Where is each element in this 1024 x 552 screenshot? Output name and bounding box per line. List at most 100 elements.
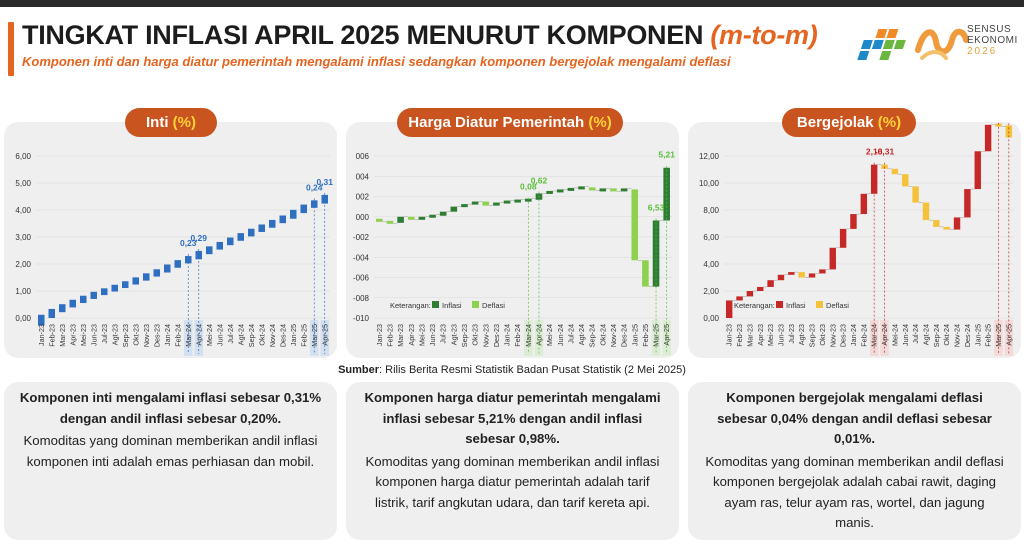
x-tick-label: Feb-25: [299, 324, 308, 347]
bar: [652, 220, 660, 287]
y-tick-label: -008: [353, 294, 370, 303]
highlight-column: [880, 320, 889, 356]
x-tick-label: Nov-24: [268, 324, 277, 347]
panel-title-bergejolak: Bergejolak (%): [782, 108, 916, 137]
x-tick-label: Jan-23: [725, 324, 734, 346]
bar: [777, 274, 785, 281]
bar: [237, 233, 245, 241]
value-label: 6,53: [648, 202, 665, 212]
bar: [757, 286, 764, 291]
y-tick-label: -010: [353, 314, 370, 323]
x-tick-label: Agt-23: [449, 324, 458, 345]
bar: [725, 300, 733, 318]
value-label: 0,08: [520, 182, 537, 192]
x-tick-label: Agt-24: [577, 324, 586, 345]
legend-swatch-deflasi: [472, 301, 479, 308]
bar: [933, 220, 940, 227]
highlight-column: [869, 320, 879, 356]
bar: [567, 187, 575, 191]
x-tick-label: Okt-24: [598, 324, 607, 346]
y-tick-label: 006: [356, 152, 370, 161]
description-inti-text: Komoditas yang dominan memberikan andil …: [23, 433, 318, 469]
x-tick-label: Jun-23: [776, 324, 785, 346]
bar: [69, 299, 77, 308]
x-tick-label: Apr-23: [68, 324, 77, 346]
bar: [620, 188, 628, 192]
x-tick-label: Des-23: [152, 324, 161, 347]
value-label: 0,62: [531, 175, 548, 185]
x-tick-label: Jan-24: [503, 324, 512, 346]
page-subtitle: Komponen inti dan harga diatur pemerinta…: [22, 54, 731, 69]
bar: [974, 151, 981, 190]
x-tick-label: Feb-24: [173, 324, 182, 347]
bar: [902, 174, 909, 187]
x-tick-label: Des-24: [620, 324, 629, 347]
panel-bergejolak: [688, 122, 1021, 358]
bar: [100, 288, 108, 296]
x-tick-label: Jan-23: [37, 324, 46, 346]
bar: [588, 187, 596, 191]
source-note: Sumber: Rilis Berita Resmi Statistik Bad…: [338, 364, 686, 376]
bar: [461, 204, 468, 208]
x-tick-label: Jul-24: [911, 324, 920, 344]
highlight-column: [994, 320, 1003, 356]
x-tick-label: Okt-23: [131, 324, 140, 346]
x-tick-label: Mei-24: [890, 324, 899, 346]
x-tick-label: Feb-24: [859, 324, 868, 347]
panel-title-harga-diatur: Harga Diatur Pemerintah (%): [397, 108, 623, 137]
panel-harga-diatur: [346, 122, 679, 358]
x-tick-label: Jan-25: [630, 324, 639, 346]
bar: [819, 269, 826, 274]
x-tick-label: Feb-24: [513, 324, 522, 347]
bar: [850, 214, 857, 229]
description-harga-diatur-bold: Komponen harga diatur pemerintah mengala…: [364, 390, 661, 446]
x-tick-label: Feb-23: [735, 324, 744, 347]
x-tick-label: Des-24: [963, 324, 972, 347]
x-tick-label: Mar-23: [396, 324, 405, 347]
bar: [418, 216, 426, 220]
y-tick-label: 0,00: [15, 314, 31, 323]
panel-title-inti: Inti (%): [125, 108, 217, 137]
bar: [90, 291, 98, 299]
bar: [746, 291, 754, 297]
bar: [964, 189, 971, 218]
bar: [386, 220, 394, 224]
x-tick-label: Mei-23: [79, 324, 88, 346]
x-tick-label: Apr-25: [1004, 324, 1013, 346]
x-tick-label: Jun-24: [901, 324, 910, 346]
x-tick-label: Jan-23: [375, 324, 384, 346]
bar: [300, 204, 308, 214]
y-tick-label: 10,00: [699, 179, 720, 188]
sensus-ekonomi-logo: [915, 28, 969, 60]
bar: [767, 280, 774, 287]
bar: [450, 206, 458, 212]
y-tick-label: 0,00: [703, 314, 719, 323]
x-tick-label: Agt-23: [797, 324, 806, 345]
bar: [610, 188, 617, 192]
bar: [503, 200, 511, 204]
x-tick-label: Mei-23: [417, 324, 426, 346]
x-tick-label: Sep-24: [588, 324, 597, 347]
x-tick-label: Jan-24: [163, 324, 172, 346]
legend-title: Keterangan:: [390, 301, 431, 310]
bar: [111, 284, 119, 292]
bar: [578, 186, 585, 190]
x-tick-label: Apr-24: [534, 324, 543, 346]
bar: [798, 272, 805, 278]
x-tick-label: Sep-23: [121, 324, 130, 347]
x-tick-label: Jun-24: [215, 324, 224, 346]
x-tick-label: Mei-23: [766, 324, 775, 346]
y-tick-label: -004: [353, 253, 370, 262]
bar: [397, 216, 404, 223]
y-tick-label: 3,00: [15, 233, 31, 242]
y-tick-label: 2,00: [703, 287, 719, 296]
y-tick-label: 5,00: [15, 179, 31, 188]
bar: [226, 237, 234, 246]
y-tick-label: 002: [356, 193, 370, 202]
value-label: 0,24: [306, 182, 323, 192]
y-tick-label: -006: [353, 274, 370, 283]
bar: [174, 260, 182, 268]
sensus-ekonomi-brand: SENSUS EKONOMI 2026: [967, 24, 1018, 57]
legend-label-inflasi: Inflasi: [786, 301, 806, 310]
